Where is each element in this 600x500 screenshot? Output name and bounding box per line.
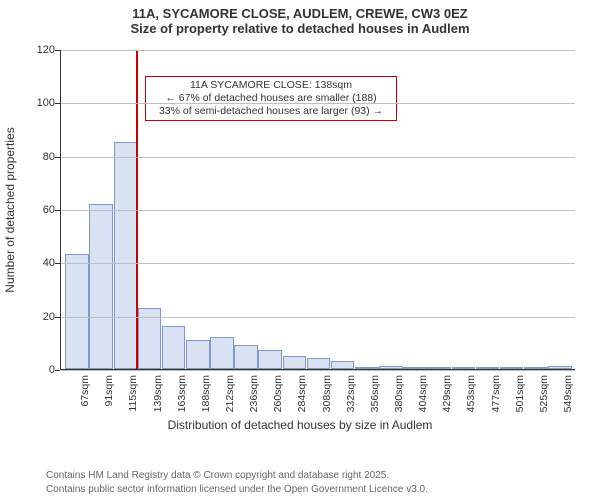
attribution: Contains HM Land Registry data © Crown c… bbox=[46, 469, 428, 496]
histogram-bar bbox=[452, 367, 476, 369]
histogram-bar bbox=[379, 366, 403, 369]
histogram-bar bbox=[65, 254, 89, 369]
histogram-bar bbox=[258, 350, 282, 369]
gridline bbox=[61, 317, 575, 318]
annotation-box: 11A SYCAMORE CLOSE: 138sqm← 67% of detac… bbox=[145, 76, 397, 121]
y-tick-label: 20 bbox=[15, 311, 55, 323]
histogram-bar bbox=[403, 367, 427, 369]
histogram-bar bbox=[307, 358, 331, 369]
histogram-bar bbox=[114, 142, 138, 369]
gridline bbox=[61, 263, 575, 264]
histogram-bar bbox=[234, 345, 258, 369]
attribution-line2: Contains public sector information licen… bbox=[46, 483, 428, 497]
chart-area: Number of detached properties 11A SYCAMO… bbox=[0, 40, 600, 435]
histogram-bar bbox=[476, 367, 500, 369]
histogram-bar bbox=[548, 366, 572, 369]
histogram-bar bbox=[500, 367, 524, 369]
histogram-bar bbox=[89, 204, 113, 369]
histogram-bar bbox=[355, 367, 379, 369]
histogram-bar bbox=[186, 340, 210, 369]
gridline bbox=[61, 370, 575, 371]
y-tick bbox=[55, 157, 60, 158]
gridline bbox=[61, 50, 575, 51]
histogram-bar bbox=[427, 367, 451, 369]
y-tick-label: 60 bbox=[15, 204, 55, 216]
y-tick bbox=[55, 50, 60, 51]
gridline bbox=[61, 157, 575, 158]
histogram-bar bbox=[210, 337, 234, 369]
annotation-line: 11A SYCAMORE CLOSE: 138sqm bbox=[150, 79, 392, 92]
gridline bbox=[61, 103, 575, 104]
y-tick-label: 120 bbox=[15, 44, 55, 56]
histogram-bar bbox=[162, 326, 186, 369]
y-tick-label: 40 bbox=[15, 257, 55, 269]
chart-title-line1: 11A, SYCAMORE CLOSE, AUDLEM, CREWE, CW3 … bbox=[0, 0, 600, 21]
histogram-bar bbox=[283, 356, 307, 369]
x-axis-label: Distribution of detached houses by size … bbox=[0, 418, 600, 432]
y-tick-label: 80 bbox=[15, 151, 55, 163]
y-tick bbox=[55, 263, 60, 264]
chart-title-line2: Size of property relative to detached ho… bbox=[0, 21, 600, 40]
y-tick bbox=[55, 370, 60, 371]
y-tick-label: 0 bbox=[15, 364, 55, 376]
y-tick bbox=[55, 317, 60, 318]
histogram-bar bbox=[524, 367, 548, 369]
y-tick bbox=[55, 210, 60, 211]
y-tick-label: 100 bbox=[15, 97, 55, 109]
annotation-line: 33% of semi-detached houses are larger (… bbox=[150, 105, 392, 118]
y-tick bbox=[55, 103, 60, 104]
histogram-bar bbox=[331, 361, 355, 369]
gridline bbox=[61, 210, 575, 211]
plot-area: 11A SYCAMORE CLOSE: 138sqm← 67% of detac… bbox=[60, 50, 575, 370]
attribution-line1: Contains HM Land Registry data © Crown c… bbox=[46, 469, 428, 483]
